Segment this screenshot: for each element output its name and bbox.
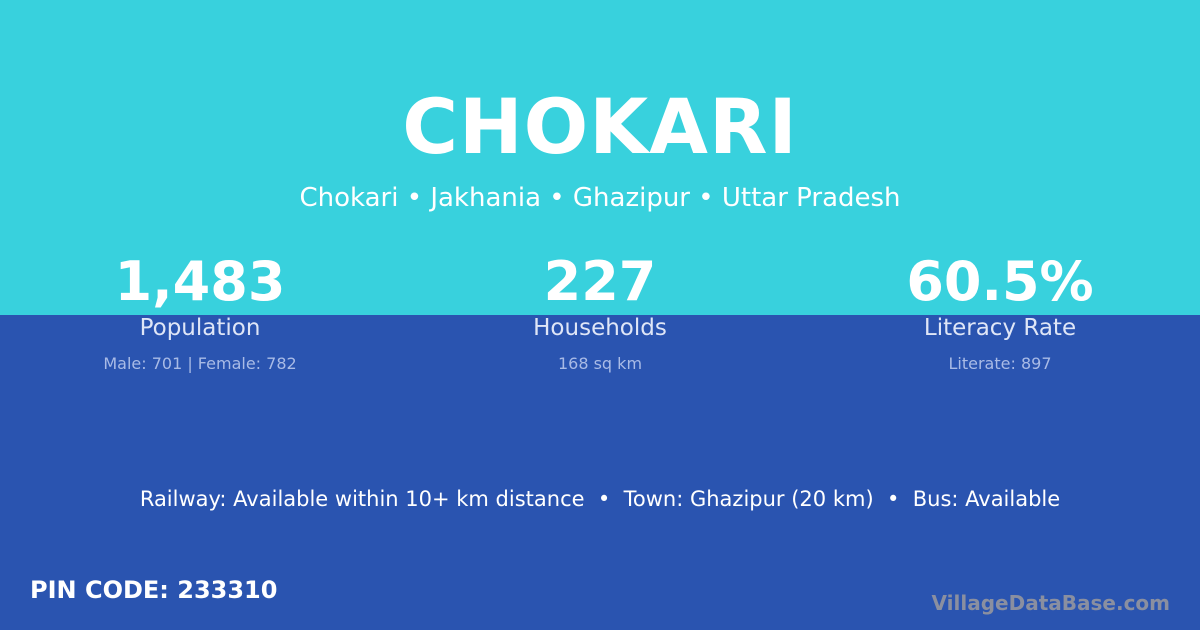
location-breadcrumb: Chokari • Jakhania • Ghazipur • Uttar Pr… <box>299 183 901 213</box>
households-detail: 168 sq km <box>557 354 643 373</box>
households-label: Households <box>533 315 667 341</box>
population-value: 1,483 <box>114 250 286 313</box>
connectivity-info: Railway: Available within 10+ km distanc… <box>139 487 1061 511</box>
literacy-value: 60.5% <box>906 250 1094 313</box>
population-label: Population <box>139 315 261 341</box>
village-title: CHOKARI <box>402 82 798 171</box>
pin-code: PIN CODE: 233310 <box>30 576 278 604</box>
header-background <box>0 0 1200 315</box>
population-detail: Male: 701 | Female: 782 <box>103 354 297 373</box>
households-value: 227 <box>543 250 657 313</box>
brand-watermark: VillageDataBase.com <box>931 591 1170 615</box>
literacy-label: Literacy Rate <box>923 315 1077 341</box>
literacy-detail: Literate: 897 <box>948 354 1052 373</box>
body-background <box>0 315 1200 630</box>
